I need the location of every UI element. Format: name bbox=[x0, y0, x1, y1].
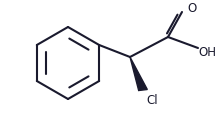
Text: Cl: Cl bbox=[146, 94, 158, 106]
Text: O: O bbox=[187, 3, 197, 15]
Polygon shape bbox=[130, 57, 147, 91]
Text: OH: OH bbox=[198, 45, 216, 58]
